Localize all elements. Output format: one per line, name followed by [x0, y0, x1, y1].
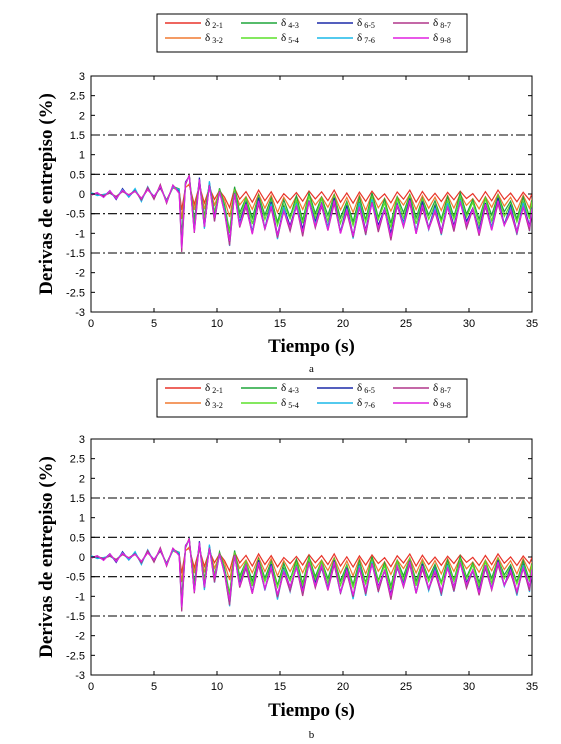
series-line-9-8 [91, 537, 532, 608]
y-tick-label: -2.5 [66, 650, 85, 662]
series-group [91, 173, 532, 253]
x-tick-label: 30 [463, 681, 475, 693]
legend-entry: δ 4-3 [281, 17, 299, 30]
panel-label: a [309, 363, 314, 375]
x-tick-label: 15 [274, 681, 286, 693]
y-tick-label: 2 [79, 110, 85, 122]
x-axis-title: Tiempo (s) [268, 336, 355, 357]
x-tick-label: 30 [463, 318, 475, 330]
y-tick-label: 3 [79, 71, 85, 83]
legend-entry: δ 7-6 [357, 397, 375, 410]
legend-entry: δ 2-1 [205, 382, 223, 395]
y-tick-label: -1 [75, 591, 85, 603]
x-tick-label: 35 [526, 318, 538, 330]
legend-entry: δ 8-7 [433, 382, 451, 395]
y-tick-label: 2.5 [70, 454, 85, 466]
y-tick-label: 1 [79, 150, 85, 162]
x-tick-label: 20 [337, 681, 349, 693]
legend-box [156, 13, 468, 53]
y-tick-label: -0.5 [66, 209, 85, 221]
legend-entry: δ 3-2 [205, 397, 223, 410]
y-axis-title: Derivas de entrepiso (%) [36, 456, 57, 658]
legend-entry: δ 5-4 [281, 397, 299, 410]
x-tick-label: 25 [400, 318, 412, 330]
legend-entry: δ 6-5 [357, 382, 375, 395]
y-tick-label: -2 [75, 631, 85, 643]
x-tick-label: 25 [400, 681, 412, 693]
y-tick-label: -1.5 [66, 611, 85, 623]
y-tick-label: -1.5 [66, 248, 85, 260]
legend-entry: δ 8-7 [433, 17, 451, 30]
legend-entry: δ 4-3 [281, 382, 299, 395]
y-tick-label: 2.5 [70, 91, 85, 103]
y-tick-label: 0 [79, 552, 85, 564]
series-line-9-8 [91, 174, 532, 249]
y-tick-label: 0.5 [70, 169, 85, 181]
y-tick-label: -3 [75, 307, 85, 319]
legend-entry: δ 2-1 [205, 17, 223, 30]
legend-entry: δ 9-8 [433, 397, 451, 410]
x-tick-label: 5 [151, 681, 157, 693]
x-tick-label: 5 [151, 318, 157, 330]
x-tick-label: 35 [526, 681, 538, 693]
legend-entry: δ 6-5 [357, 17, 375, 30]
chart-panel-a: 0 5 10 15 20 25 30 35 -3 -2.5 -2 -1.5 -1 -0.5 0 0.5 1 1.5… [36, 13, 538, 375]
y-tick-label: 0.5 [70, 532, 85, 544]
legend-box [156, 378, 468, 418]
x-tick-label: 0 [88, 318, 94, 330]
y-tick-label: 1.5 [70, 130, 85, 142]
legend-entry: δ 3-2 [205, 32, 223, 45]
x-axis-title: Tiempo (s) [268, 700, 355, 721]
legend-entry: δ 5-4 [281, 32, 299, 45]
y-tick-label: -3 [75, 670, 85, 682]
x-tick-label: 15 [274, 318, 286, 330]
y-tick-label: 1.5 [70, 493, 85, 505]
y-tick-label: -0.5 [66, 572, 85, 584]
legend: δ 2-1 δ 3-2 δ 4-3 δ 5-4 δ 6-5 δ 7-6 δ 8-7 δ 9-8 [156, 13, 468, 53]
y-tick-label: 2 [79, 473, 85, 485]
x-tick-label: 0 [88, 681, 94, 693]
legend: δ 2-1 δ 3-2 δ 4-3 δ 5-4 δ 6-5 δ 7-6 δ 8-7 δ 9-8 [156, 378, 468, 418]
y-tick-label: -2 [75, 268, 85, 280]
x-tick-label: 20 [337, 318, 349, 330]
x-tick-label: 10 [211, 681, 223, 693]
series-group [91, 536, 532, 612]
panel-label: b [309, 729, 315, 741]
y-tick-label: 1 [79, 513, 85, 525]
y-tick-label: -1 [75, 228, 85, 240]
y-tick-label: 0 [79, 189, 85, 201]
y-tick-label: 3 [79, 434, 85, 446]
y-tick-label: -2.5 [66, 287, 85, 299]
legend-entry: δ 9-8 [433, 32, 451, 45]
chart-panel-b: 0 5 10 15 20 25 30 35 -3 -2.5 -2 -1.5 -1 -0.5 0 0.5 1 1.5… [36, 378, 538, 741]
y-axis-title: Derivas de entrepiso (%) [36, 93, 57, 295]
x-tick-label: 10 [211, 318, 223, 330]
legend-entry: δ 7-6 [357, 32, 375, 45]
